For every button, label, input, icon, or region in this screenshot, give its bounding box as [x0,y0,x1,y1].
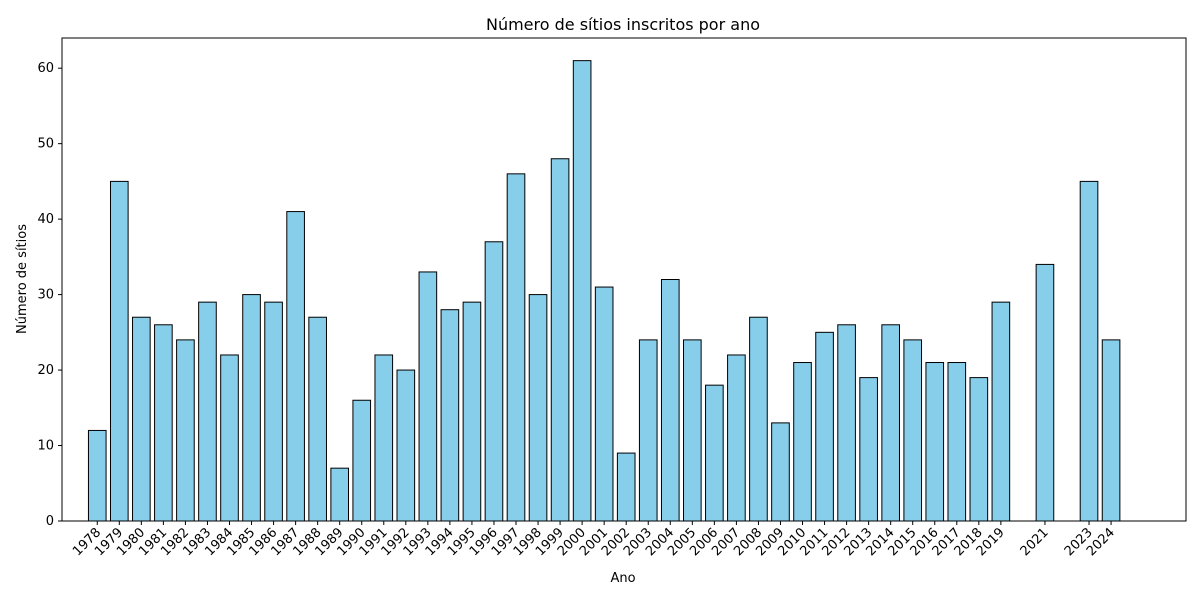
bar-1979 [109,180,129,522]
y-axis: 0 10 20 30 40 50 60 [37,61,62,529]
bar-2024 [1101,339,1121,522]
bar-1986 [264,301,283,522]
y-tick-label: 10 [37,439,54,454]
bar-2002 [616,452,636,522]
bar-2005 [683,339,702,522]
bar-2017 [947,362,967,522]
bar-1984 [220,354,239,522]
bar-1998 [528,294,548,522]
bar-1995 [462,301,482,522]
y-axis-label: Número de sítios [15,224,30,334]
y-tick-label: 40 [37,212,54,227]
bar-2023 [1079,180,1099,522]
bar-1980 [132,316,151,522]
bar-2009 [771,422,790,522]
bar-1992 [396,369,416,522]
bar-1990 [352,399,372,522]
bar-2019 [991,301,1011,522]
bar-1987 [286,211,305,522]
bar-1996 [484,241,504,522]
y-tick-label: 60 [37,61,54,76]
bar-2001 [594,286,614,522]
bar-2013 [859,377,878,522]
bar-2007 [727,354,746,522]
bar-2008 [749,316,768,522]
bar-2021 [1035,263,1055,522]
bar-2000 [572,60,592,522]
bar-1981 [154,324,173,522]
bar-1988 [308,316,327,522]
bar-2015 [903,339,923,522]
y-tick-label: 30 [37,288,54,303]
bar-1985 [242,294,261,522]
bar-1993 [418,271,438,522]
bar-2014 [881,324,900,522]
bar-2004 [660,279,680,522]
bar-1991 [374,354,394,522]
y-tick-label: 50 [37,137,54,152]
plot-frame [61,37,1187,522]
bars-group [87,60,1121,522]
x-tick-label: 2021 [1018,525,1052,559]
bar-1989 [330,467,350,522]
bar-1994 [440,309,460,522]
bar-1997 [506,173,526,522]
bar-1999 [550,158,570,522]
bar-2010 [793,362,812,522]
bar-2006 [705,384,724,522]
y-tick-label: 20 [37,363,54,378]
y-tick-label: 0 [46,514,54,529]
bar-2012 [837,324,856,522]
bar-1982 [176,339,195,522]
chart-title: Número de sítios inscritos por ano [486,15,760,34]
x-axis: 1978197919801981198219831984198519861987… [70,521,1118,559]
bar-2003 [638,339,658,522]
bar-1983 [198,301,217,522]
bar-2018 [969,377,989,522]
bar-1978 [87,429,107,522]
x-axis-label: Ano [610,571,635,586]
bar-2011 [815,331,834,522]
bar-2016 [925,362,945,522]
